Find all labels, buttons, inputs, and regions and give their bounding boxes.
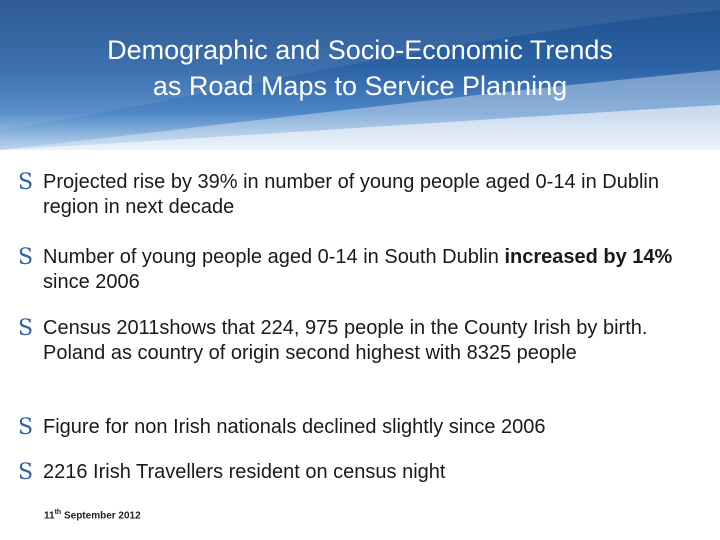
footer-date-day: 11: [44, 510, 55, 522]
bullet-text: 2216 Irish Travellers resident on census…: [43, 461, 446, 483]
slide-title: Demographic and Socio-Economic Trends as…: [30, 32, 690, 104]
bullet-text-pre: Number of young people aged 0-14 in Sout…: [43, 246, 505, 268]
header-wave-decoration: [0, 0, 720, 150]
header-banner: [0, 0, 720, 150]
bullet-text: Census 2011shows that 224, 975 people in…: [43, 317, 648, 364]
bullet-marker-icon: S: [18, 245, 34, 270]
bullet-text: Number of young people aged 0-14 in Sout…: [43, 245, 713, 295]
bullet-text-post: since 2006: [43, 271, 140, 293]
footer-date-rest: September 2012: [61, 510, 141, 522]
bullet-marker-icon: S: [18, 170, 34, 195]
bullet-text: Figure for non Irish nationals declined …: [43, 416, 546, 438]
bullet-text: Projected rise by 39% in number of young…: [43, 171, 659, 218]
footer-date: 11th September 2012: [44, 509, 141, 521]
title-line-1: Demographic and Socio-Economic Trends: [107, 35, 613, 65]
title-line-2: as Road Maps to Service Planning: [152, 71, 568, 101]
bullet-marker-icon: S: [18, 415, 34, 440]
bullet-text-bold: increased by 14%: [504, 246, 673, 268]
bullet-marker-icon: S: [18, 316, 34, 341]
bullet-marker-icon: S: [18, 460, 34, 485]
footer-date-suffix: th: [54, 509, 62, 516]
